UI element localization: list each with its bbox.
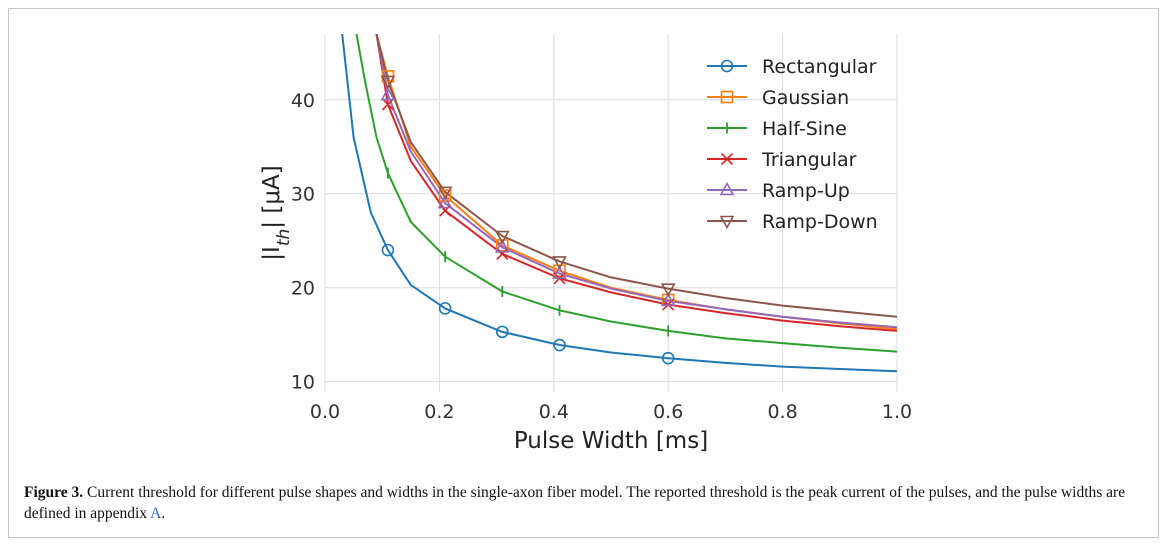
legend-label-ramp-up: Ramp-Up [762, 180, 850, 202]
threshold-chart: 0.0 0.2 0.4 0.6 0.8 1.0 10 20 30 40 Pulse Width [m… [0, 0, 1169, 478]
y-axis-title: |Ith| [μA] [259, 165, 294, 260]
appendix-link[interactable]: A [150, 505, 161, 522]
x-tick-label: 0.8 [767, 401, 797, 423]
legend-label-triangular: Triangular [761, 149, 857, 171]
x-tick-label: 1.0 [882, 401, 912, 423]
x-tick-label: 0.4 [539, 401, 569, 423]
x-axis-title: Pulse Width [ms] [514, 428, 708, 454]
y-axis-title-pre: |I [259, 246, 285, 261]
x-tick-label: 0.6 [653, 401, 683, 423]
legend-label-half-sine: Half-Sine [762, 118, 847, 140]
legend-label-ramp-down: Ramp-Down [762, 211, 878, 233]
x-tick-label: 0.2 [424, 401, 454, 423]
y-axis-title-sub: th [274, 229, 294, 246]
y-tick-label: 10 [291, 372, 315, 394]
y-axis-title-post: | [μA] [259, 165, 285, 228]
figure-caption: Figure 3. Current threshold for differen… [24, 482, 1134, 524]
caption-text: Current threshold for different pulse sh… [24, 484, 1125, 522]
legend-label-gaussian: Gaussian [762, 87, 849, 109]
y-tick-label: 20 [291, 278, 315, 300]
caption-label: Figure 3. [24, 484, 83, 501]
y-tick-label: 40 [291, 90, 315, 112]
caption-end: . [161, 505, 165, 522]
y-tick-label: 30 [291, 184, 315, 206]
legend-label-rectangular: Rectangular [762, 56, 877, 78]
x-tick-label: 0.0 [310, 401, 340, 423]
